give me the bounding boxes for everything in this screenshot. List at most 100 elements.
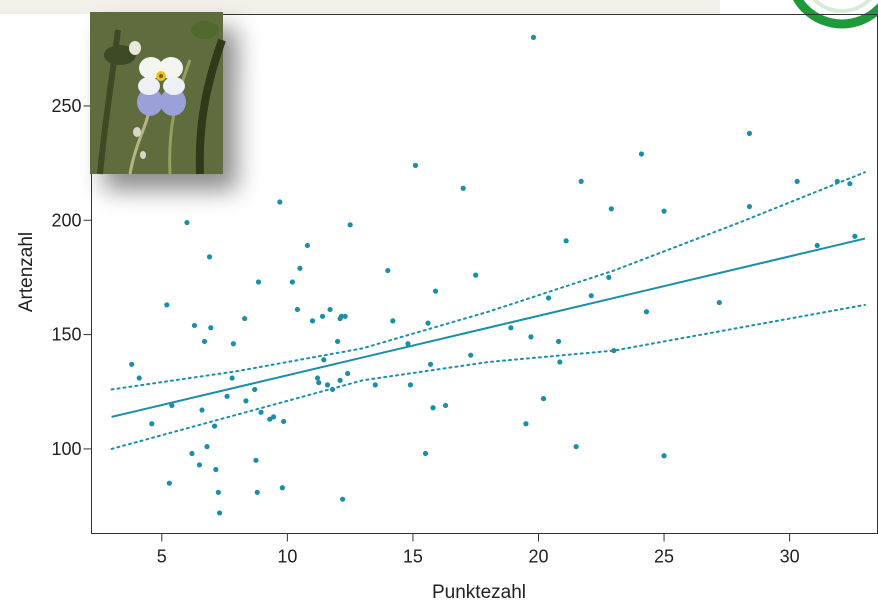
data-point <box>588 293 594 299</box>
x-tick-label: 15 <box>403 547 423 567</box>
data-point <box>229 375 235 381</box>
data-point <box>557 359 563 365</box>
data-point <box>199 407 205 413</box>
data-point <box>834 178 840 185</box>
data-point <box>468 352 474 358</box>
data-point <box>211 423 218 429</box>
data-point <box>340 496 346 502</box>
data-point <box>427 361 434 367</box>
data-point <box>746 130 753 136</box>
confidence-band-line <box>110 171 866 391</box>
data-point <box>563 238 569 244</box>
data-point <box>334 338 341 345</box>
data-point <box>716 299 722 306</box>
data-point <box>279 485 285 491</box>
data-point <box>316 380 322 386</box>
x-tick-label: 10 <box>277 547 297 567</box>
data-point <box>508 325 514 331</box>
data-point <box>430 405 436 411</box>
data-point <box>460 185 466 191</box>
data-point <box>196 462 203 468</box>
data-point <box>215 489 221 495</box>
data-point <box>258 409 264 415</box>
data-point <box>213 466 219 473</box>
pansy-flower-photo <box>90 12 226 175</box>
data-point <box>442 402 449 409</box>
data-point <box>573 444 579 450</box>
data-point <box>253 457 259 463</box>
data-point <box>230 341 236 347</box>
x-tick-label: 20 <box>528 547 548 567</box>
data-point <box>578 178 584 185</box>
data-point <box>297 265 303 271</box>
y-axis-label: Artenzahl <box>16 232 37 312</box>
data-point <box>412 162 419 168</box>
y-tick-label: 150 <box>51 325 81 345</box>
data-point <box>555 338 562 345</box>
data-point <box>407 382 414 388</box>
data-point <box>342 313 348 319</box>
data-point <box>204 444 210 450</box>
regression-line <box>111 237 866 418</box>
data-point <box>314 375 321 381</box>
data-point <box>304 242 311 249</box>
data-point <box>545 295 552 301</box>
data-point <box>432 288 439 294</box>
data-point <box>191 322 198 329</box>
data-point <box>794 178 800 185</box>
data-point <box>289 279 295 285</box>
data-point <box>243 398 249 404</box>
y-tick-label: 100 <box>51 439 81 459</box>
data-point <box>281 418 287 425</box>
data-point <box>425 320 431 326</box>
data-point <box>608 206 614 212</box>
data-point <box>638 151 645 157</box>
data-point <box>337 377 343 383</box>
data-point <box>277 199 283 205</box>
data-point <box>338 313 344 319</box>
data-points <box>129 34 858 516</box>
data-point <box>422 450 429 457</box>
x-axis: 5 10 15 20 25 30 <box>157 533 800 567</box>
data-point <box>201 338 208 345</box>
data-point <box>530 34 537 40</box>
data-point <box>319 313 326 319</box>
data-point <box>270 414 277 420</box>
data-point <box>661 208 667 214</box>
data-point <box>390 318 396 324</box>
data-point <box>267 416 273 422</box>
green-ring-logo <box>792 0 878 29</box>
confidence-band-line <box>110 303 866 450</box>
data-point <box>208 325 214 331</box>
data-point <box>189 450 195 457</box>
data-point <box>746 203 753 210</box>
data-point <box>528 334 534 340</box>
top-banner-strip <box>0 0 720 14</box>
data-point <box>405 341 411 347</box>
y-tick-label: 250 <box>51 96 81 116</box>
data-point <box>473 272 479 278</box>
data-point <box>324 382 331 388</box>
y-axis: 100 150 200 250 <box>51 96 92 459</box>
data-point <box>255 279 262 285</box>
data-point <box>611 347 617 354</box>
data-point <box>129 361 135 367</box>
data-point <box>814 242 820 249</box>
data-point <box>643 309 650 315</box>
data-point <box>224 393 230 399</box>
data-point <box>166 480 172 486</box>
data-point <box>372 382 378 388</box>
regression-lines <box>110 171 866 450</box>
data-point <box>184 219 190 226</box>
data-point <box>606 274 612 281</box>
data-point <box>385 267 391 274</box>
data-point <box>149 421 155 427</box>
data-point <box>847 181 853 187</box>
data-point <box>523 421 529 427</box>
data-point <box>136 375 142 381</box>
data-point <box>347 222 353 228</box>
data-point <box>252 386 258 393</box>
data-point <box>164 302 170 308</box>
